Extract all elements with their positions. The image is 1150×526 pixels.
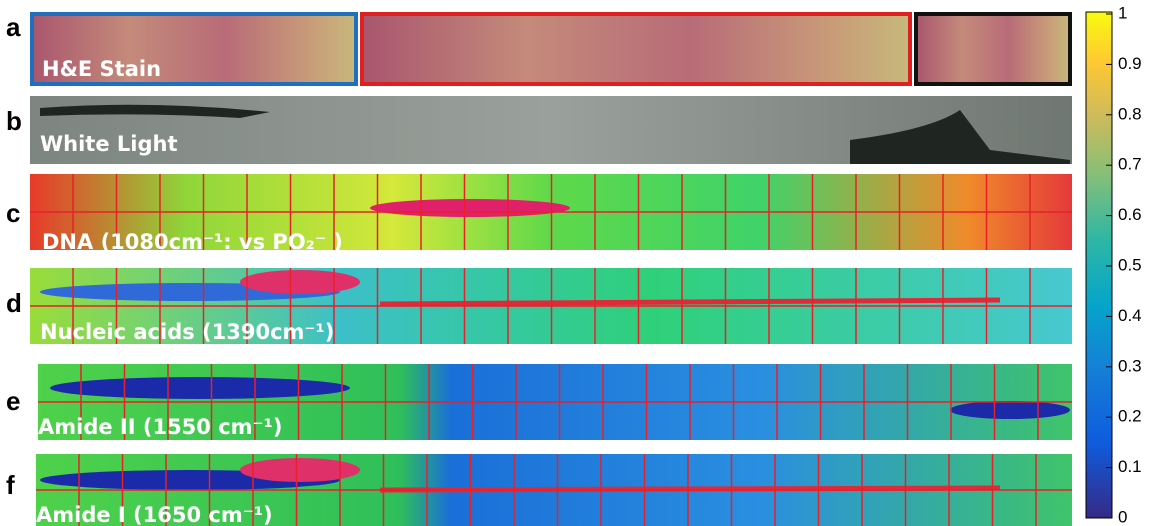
blue-band bbox=[50, 377, 350, 399]
panel-caption: Amide II (1550 cm⁻¹) bbox=[38, 415, 282, 439]
tick-label: 0.3 bbox=[1118, 356, 1142, 375]
tick-label: 0.9 bbox=[1118, 54, 1142, 73]
panel-letter: b bbox=[6, 106, 22, 136]
tick-label: 0.4 bbox=[1118, 306, 1142, 325]
panel-letter: a bbox=[6, 12, 21, 42]
hotspot bbox=[240, 270, 360, 294]
he-image-right bbox=[914, 12, 1072, 86]
tick-label: 0.6 bbox=[1118, 205, 1142, 224]
tick-label: 0.1 bbox=[1118, 457, 1142, 476]
panel-letter: f bbox=[6, 470, 15, 500]
panel-letter: d bbox=[6, 288, 22, 318]
panel-caption: Nucleic acids (1390cm⁻¹) bbox=[40, 320, 334, 344]
tissue-dark bbox=[40, 104, 1070, 164]
tick-label: 0 bbox=[1118, 507, 1127, 526]
tick-label: 0.8 bbox=[1118, 104, 1142, 123]
colorbar bbox=[1085, 11, 1113, 519]
panel-letter: c bbox=[6, 198, 20, 228]
tick-label: 1 bbox=[1118, 3, 1127, 22]
panel-caption: White Light bbox=[40, 132, 178, 156]
tick-label: 0.7 bbox=[1118, 155, 1142, 174]
hotspot bbox=[240, 458, 360, 482]
blue-band bbox=[950, 401, 1070, 419]
panel-letter: e bbox=[6, 386, 20, 416]
tick-label: 0.5 bbox=[1118, 255, 1142, 274]
panel-caption: DNA (1080cm⁻¹: vs PO₂⁻ ) bbox=[42, 230, 343, 254]
hotspot bbox=[370, 199, 570, 217]
red-band bbox=[379, 297, 1001, 307]
panel-caption: H&E Stain bbox=[42, 57, 161, 81]
he-image-left bbox=[30, 12, 358, 86]
panel-caption: Amide I (1650 cm⁻¹) bbox=[36, 503, 273, 526]
he-image-middle bbox=[360, 12, 912, 86]
tick-label: 0.2 bbox=[1118, 407, 1142, 426]
grid-overlay bbox=[30, 174, 1072, 526]
